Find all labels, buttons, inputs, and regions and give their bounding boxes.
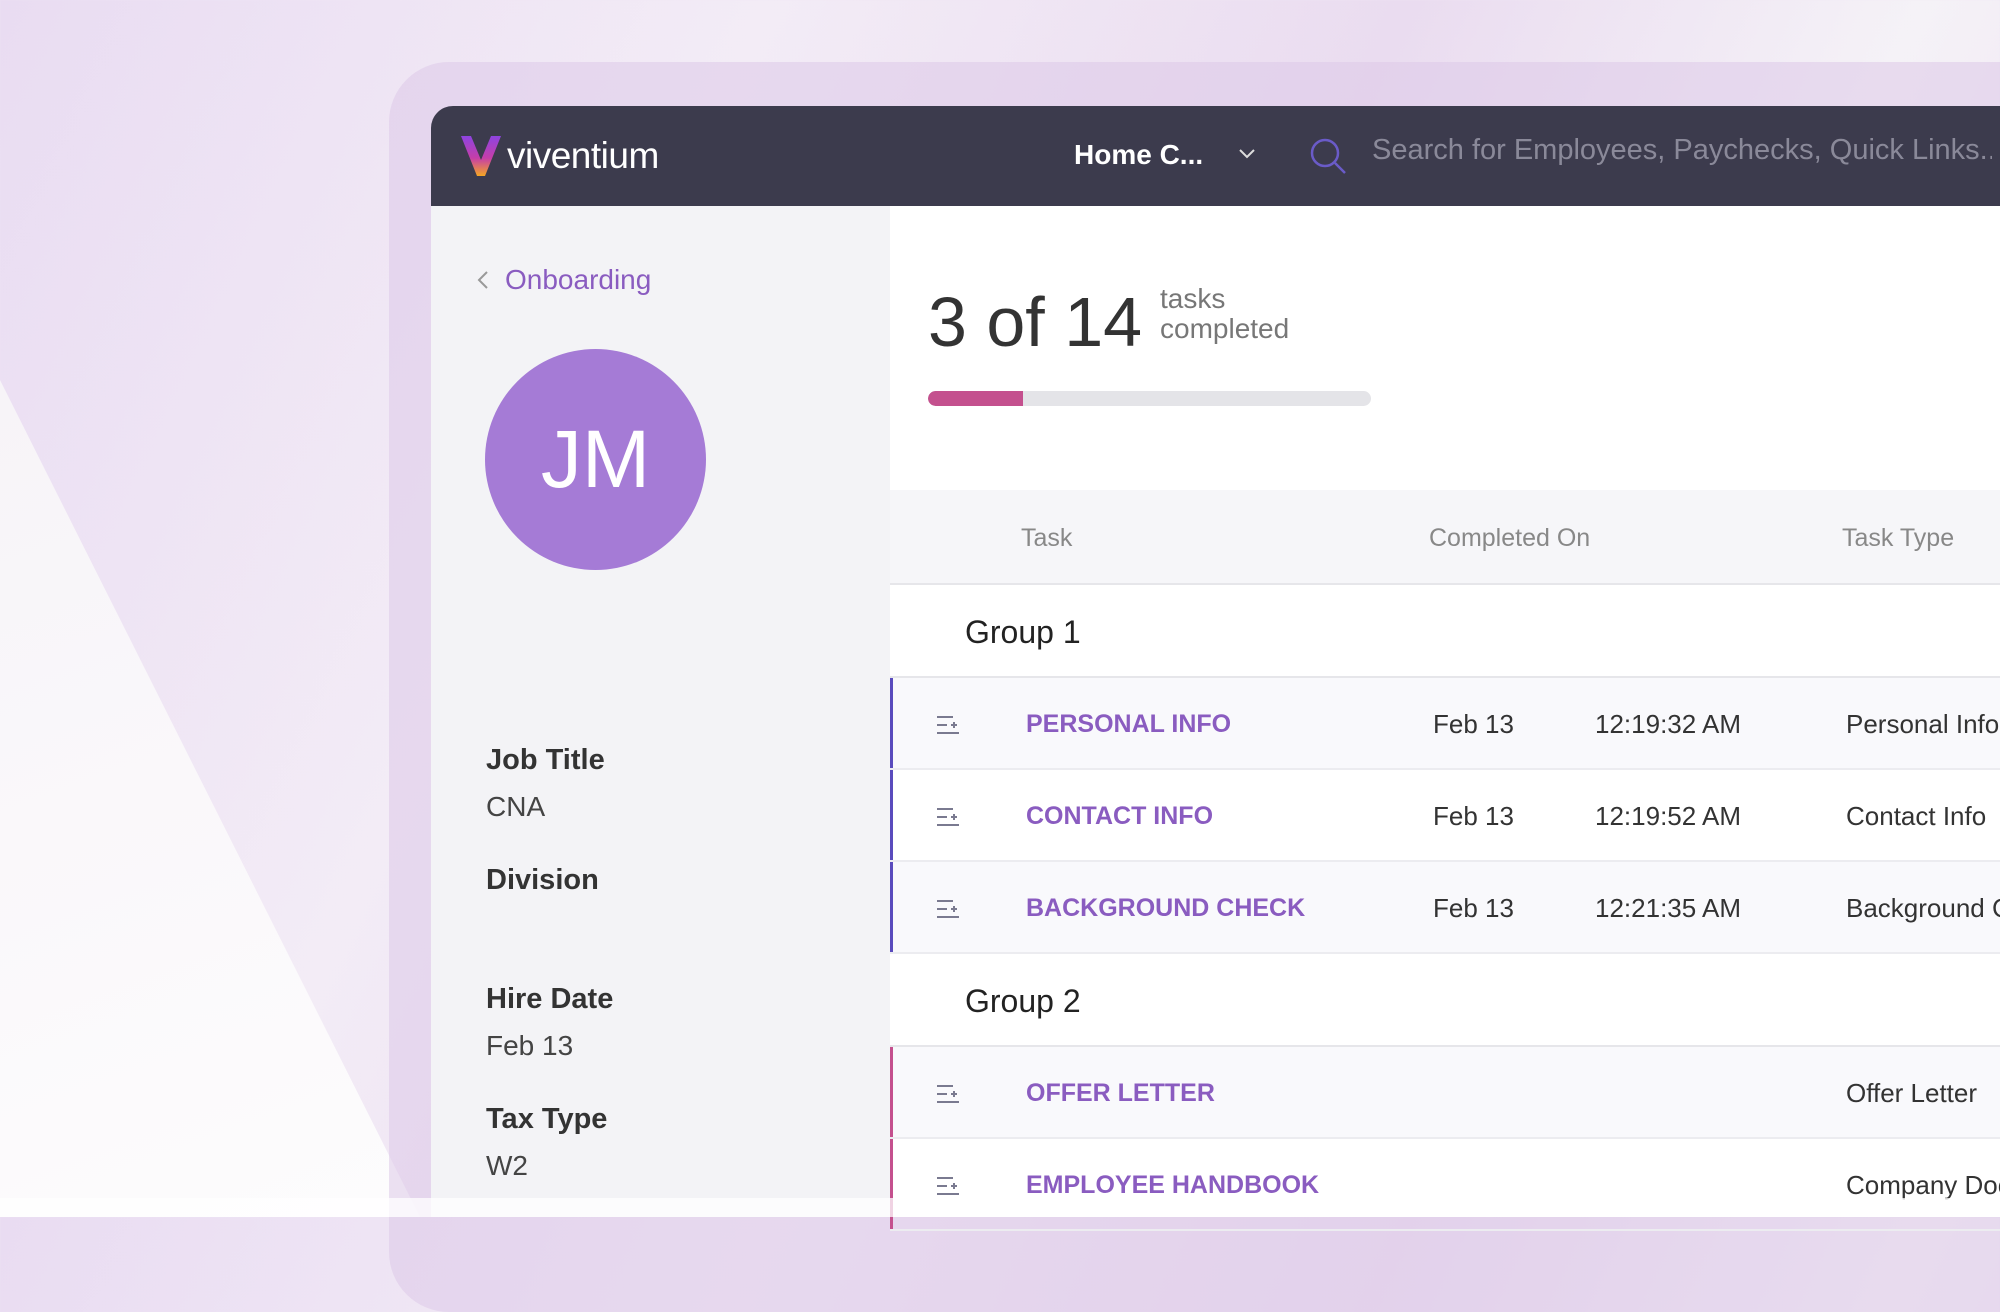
field-value: CNA <box>486 791 546 822</box>
task-list-icon[interactable] <box>935 1173 961 1204</box>
task-list-icon[interactable] <box>935 1081 961 1112</box>
group-accent-bar <box>890 1047 893 1137</box>
employee-sidebar: Onboarding JM Job Title CNA Division Hir… <box>431 206 890 1217</box>
task-type: Offer Letter <box>1846 1078 1978 1108</box>
field-hire-date: Hire Date Feb 13 <box>486 983 613 1062</box>
task-name-link[interactable]: PERSONAL INFO <box>1026 710 1232 738</box>
completed-time: 12:21:35 AM <box>1595 893 1741 923</box>
label-line: completed <box>1160 313 1290 344</box>
field-label: Tax Type <box>486 1103 608 1135</box>
back-label: Onboarding <box>505 264 652 295</box>
field-label: Division <box>486 864 599 896</box>
search-input[interactable] <box>1372 134 1992 167</box>
chevron-left-icon <box>477 271 488 289</box>
column-task[interactable]: Task <box>1021 524 1073 552</box>
task-name-link[interactable]: BACKGROUND CHECK <box>1026 894 1306 922</box>
field-tax-type: Tax Type W2 <box>486 1103 607 1182</box>
background-shape <box>0 380 420 1217</box>
task-list-icon[interactable] <box>935 896 961 927</box>
viventium-v-icon <box>461 136 501 176</box>
progress-fill <box>928 391 1023 406</box>
field-label: Hire Date <box>486 983 614 1015</box>
tasks-panel: 3 of 14 tasks completed Task Completed O… <box>890 206 2000 1231</box>
tasks-count: 3 of 14 <box>928 283 1143 361</box>
completed-date: Feb 13 <box>1433 801 1514 831</box>
group-accent-bar <box>890 770 893 860</box>
field-label: Job Title <box>486 744 605 776</box>
field-value: W2 <box>486 1150 528 1181</box>
table-row[interactable]: BACKGROUND CHECK Feb 13 12:21:35 AM Back… <box>890 862 2000 954</box>
progress-bar <box>928 391 1371 406</box>
brand-name: viventium <box>507 135 659 176</box>
task-type: Company Documents <box>1846 1170 2000 1200</box>
chevron-down-icon[interactable] <box>1236 142 1258 164</box>
field-division: Division <box>486 864 599 911</box>
group-header: Group 2 <box>890 954 2000 1047</box>
completed-date: Feb 13 <box>1433 709 1514 739</box>
group-accent-bar <box>890 678 893 768</box>
task-name-link[interactable]: EMPLOYEE HANDBOOK <box>1026 1171 1320 1199</box>
brand-logo[interactable]: viventium <box>459 134 659 178</box>
task-type: Background Check <box>1846 893 2000 923</box>
group-header: Group 1 <box>890 585 2000 678</box>
avatar: JM <box>485 349 706 570</box>
group-name: Group 1 <box>965 614 1081 650</box>
table-row[interactable]: CONTACT INFO Feb 13 12:19:52 AM Contact … <box>890 770 2000 862</box>
task-type: Contact Info <box>1846 801 1987 831</box>
table-row[interactable]: OFFER LETTER Offer Letter <box>890 1047 2000 1139</box>
field-job-title: Job Title CNA <box>486 744 605 823</box>
table-row[interactable]: EMPLOYEE HANDBOOK Company Documents <box>890 1139 2000 1231</box>
task-name-link[interactable]: CONTACT INFO <box>1026 802 1214 830</box>
completed-time: 12:19:52 AM <box>1595 801 1741 831</box>
task-list-icon[interactable] <box>935 804 961 835</box>
tasks-completed-label: tasks completed <box>1160 284 1289 344</box>
search-icon <box>1310 138 1346 174</box>
column-completed-on[interactable]: Completed On <box>1429 524 1591 552</box>
table-row[interactable]: PERSONAL INFO Feb 13 12:19:32 AM Persona… <box>890 678 2000 770</box>
table-header: Task Completed On Task Type <box>890 490 2000 585</box>
label-line: tasks <box>1160 283 1226 314</box>
company-selector[interactable]: Home C... <box>1074 139 1204 170</box>
task-type: Personal Info <box>1846 709 2000 739</box>
completed-date: Feb 13 <box>1433 893 1514 923</box>
task-list-icon[interactable] <box>935 712 961 743</box>
top-nav-bar: viventium Home C... <box>431 106 2000 206</box>
field-value: Feb 13 <box>486 1030 574 1061</box>
column-task-type[interactable]: Task Type <box>1842 524 1955 552</box>
bottom-fade <box>0 1198 2000 1217</box>
group-accent-bar <box>890 1139 893 1229</box>
back-to-onboarding-link[interactable]: Onboarding <box>475 264 651 296</box>
group-name: Group 2 <box>965 983 1081 1019</box>
completed-time: 12:19:32 AM <box>1595 709 1741 739</box>
task-name-link[interactable]: OFFER LETTER <box>1026 1079 1215 1107</box>
group-accent-bar <box>890 862 893 952</box>
